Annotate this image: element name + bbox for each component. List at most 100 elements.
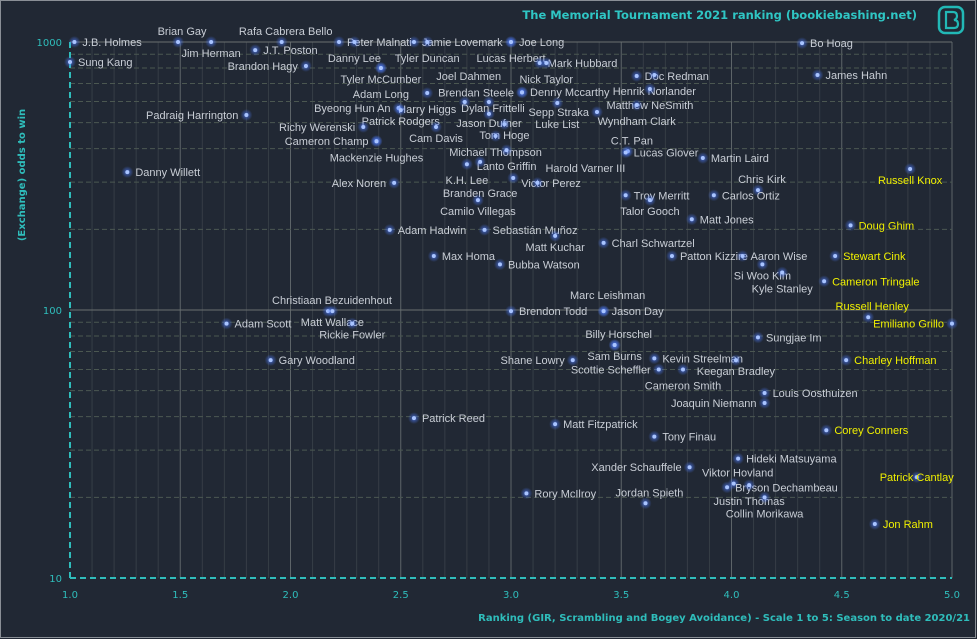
- point-marker: [669, 254, 674, 259]
- point-marker: [361, 124, 366, 129]
- point-label: Camilo Villegas: [440, 206, 516, 218]
- data-point: Charl Schwartzel: [597, 236, 695, 250]
- point-marker: [687, 465, 692, 470]
- point-label: Patrick Reed: [422, 413, 485, 425]
- point-label: Charl Schwartzel: [612, 238, 695, 250]
- data-point: Rory McIlroy: [520, 487, 597, 500]
- data-point: Matthew NeSmith: [607, 82, 693, 112]
- data-point: Kevin Streelman: [648, 352, 743, 365]
- point-label: Troy Merritt: [634, 190, 690, 202]
- point-marker: [762, 495, 767, 500]
- point-marker: [762, 391, 767, 396]
- point-label: Byeong Hun An: [314, 103, 390, 115]
- point-marker: [647, 86, 652, 91]
- point-label: Matt Kuchar: [525, 242, 585, 254]
- data-point: Alex Noren: [332, 176, 401, 190]
- point-marker: [755, 335, 760, 340]
- y-tick-label: 10: [49, 574, 62, 585]
- data-point: Sepp Straka: [528, 106, 603, 119]
- data-point: Jon Rahm: [868, 518, 933, 531]
- point-label: Denny Mccarthy: [530, 87, 610, 99]
- data-point: Keegan Bradley: [697, 354, 776, 378]
- point-label: Adam Scott: [235, 319, 292, 331]
- point-marker: [378, 65, 383, 70]
- x-axis-label: Ranking (GIR, Scrambling and Bogey Avoid…: [478, 613, 970, 624]
- point-label: Xander Schauffele: [591, 462, 681, 474]
- data-point: Patrick Rodgers: [362, 104, 440, 128]
- point-label: Tony Finau: [662, 432, 716, 444]
- point-label: Collin Morikawa: [726, 508, 805, 520]
- point-label: Charley Hoffman: [854, 355, 936, 367]
- data-point: Marc Leishman: [570, 290, 645, 318]
- point-marker: [733, 358, 738, 363]
- point-marker: [431, 254, 436, 259]
- point-marker: [244, 113, 249, 118]
- point-label: Sepp Straka: [528, 107, 589, 119]
- data-point: Matt Kuchar: [525, 229, 585, 254]
- point-marker: [652, 434, 657, 439]
- point-label: Martin Laird: [711, 153, 769, 165]
- data-point: Harold Varner III: [531, 163, 625, 189]
- point-marker: [755, 188, 760, 193]
- point-label: Justin Thomas: [713, 496, 785, 508]
- data-point: Patrick Reed: [407, 412, 485, 425]
- point-label: Brendon Todd: [519, 306, 587, 318]
- point-label: Michael Thompson: [449, 147, 542, 159]
- x-tick-label: 2.0: [283, 590, 299, 601]
- y-tick-label: 100: [43, 306, 62, 317]
- point-marker: [700, 156, 705, 161]
- point-marker: [760, 262, 765, 267]
- data-point: Xander Schauffele: [591, 461, 696, 474]
- point-marker: [740, 254, 745, 259]
- data-point: Carlos Ortiz: [707, 189, 780, 202]
- point-marker: [176, 40, 181, 44]
- point-marker: [594, 110, 599, 115]
- point-marker: [303, 63, 308, 68]
- point-marker: [253, 48, 258, 53]
- bookiebashing-logo: [937, 5, 965, 35]
- data-point: Harry Higgs: [398, 87, 457, 116]
- data-point: Patton Kizzire: [665, 250, 748, 263]
- point-label: Cameron Smith: [645, 380, 721, 392]
- point-marker: [535, 180, 540, 185]
- x-tick-label: 1.0: [62, 590, 78, 601]
- data-point: Matt Jones: [685, 213, 754, 226]
- point-label: Jason Day: [612, 306, 664, 318]
- data-point: Wyndham Clark: [598, 99, 676, 128]
- point-marker: [511, 175, 516, 180]
- data-point: Scottie Scheffler: [571, 363, 665, 376]
- point-label: Jordan Spieth: [616, 487, 684, 499]
- point-marker: [544, 60, 549, 65]
- data-point: Joel Dahmen: [436, 71, 501, 109]
- data-point: Lanto Griffin: [477, 144, 536, 173]
- x-tick-label: 4.0: [724, 590, 740, 601]
- point-label: Rory McIlroy: [534, 488, 596, 500]
- point-label: Peter Malnati: [347, 37, 412, 49]
- point-label: Tyler McCumber: [341, 74, 422, 86]
- point-marker: [689, 217, 694, 222]
- point-marker: [350, 321, 355, 326]
- point-label: Kyle Stanley: [752, 284, 814, 296]
- point-marker: [844, 358, 849, 363]
- data-point: Adam Scott: [220, 317, 292, 331]
- data-point: J.B. Holmes: [68, 36, 142, 49]
- point-label: Bryson Dechambeau: [735, 482, 838, 494]
- data-point: Kyle Stanley: [752, 266, 814, 296]
- x-tick-label: 4.5: [834, 590, 850, 601]
- point-label: Russell Knox: [878, 175, 943, 187]
- point-marker: [482, 227, 487, 232]
- data-point: Shane Lowry: [501, 354, 579, 367]
- point-label: Branden Grace: [443, 188, 518, 200]
- data-point: Adam Hadwin: [383, 223, 466, 237]
- point-label: Max Homa: [442, 251, 496, 263]
- data-point: Brandon Hagy: [228, 59, 312, 73]
- data-point: Nick Taylor: [519, 56, 573, 86]
- point-marker: [623, 193, 628, 198]
- point-label: Chris Kirk: [738, 174, 786, 186]
- data-point: Talor Gooch: [620, 194, 680, 218]
- chart-title: The Memorial Tournament 2021 ranking (bo…: [522, 8, 917, 22]
- point-marker: [434, 124, 439, 129]
- point-marker: [425, 40, 430, 44]
- point-marker: [570, 358, 575, 363]
- x-tick-label: 3.0: [503, 590, 519, 601]
